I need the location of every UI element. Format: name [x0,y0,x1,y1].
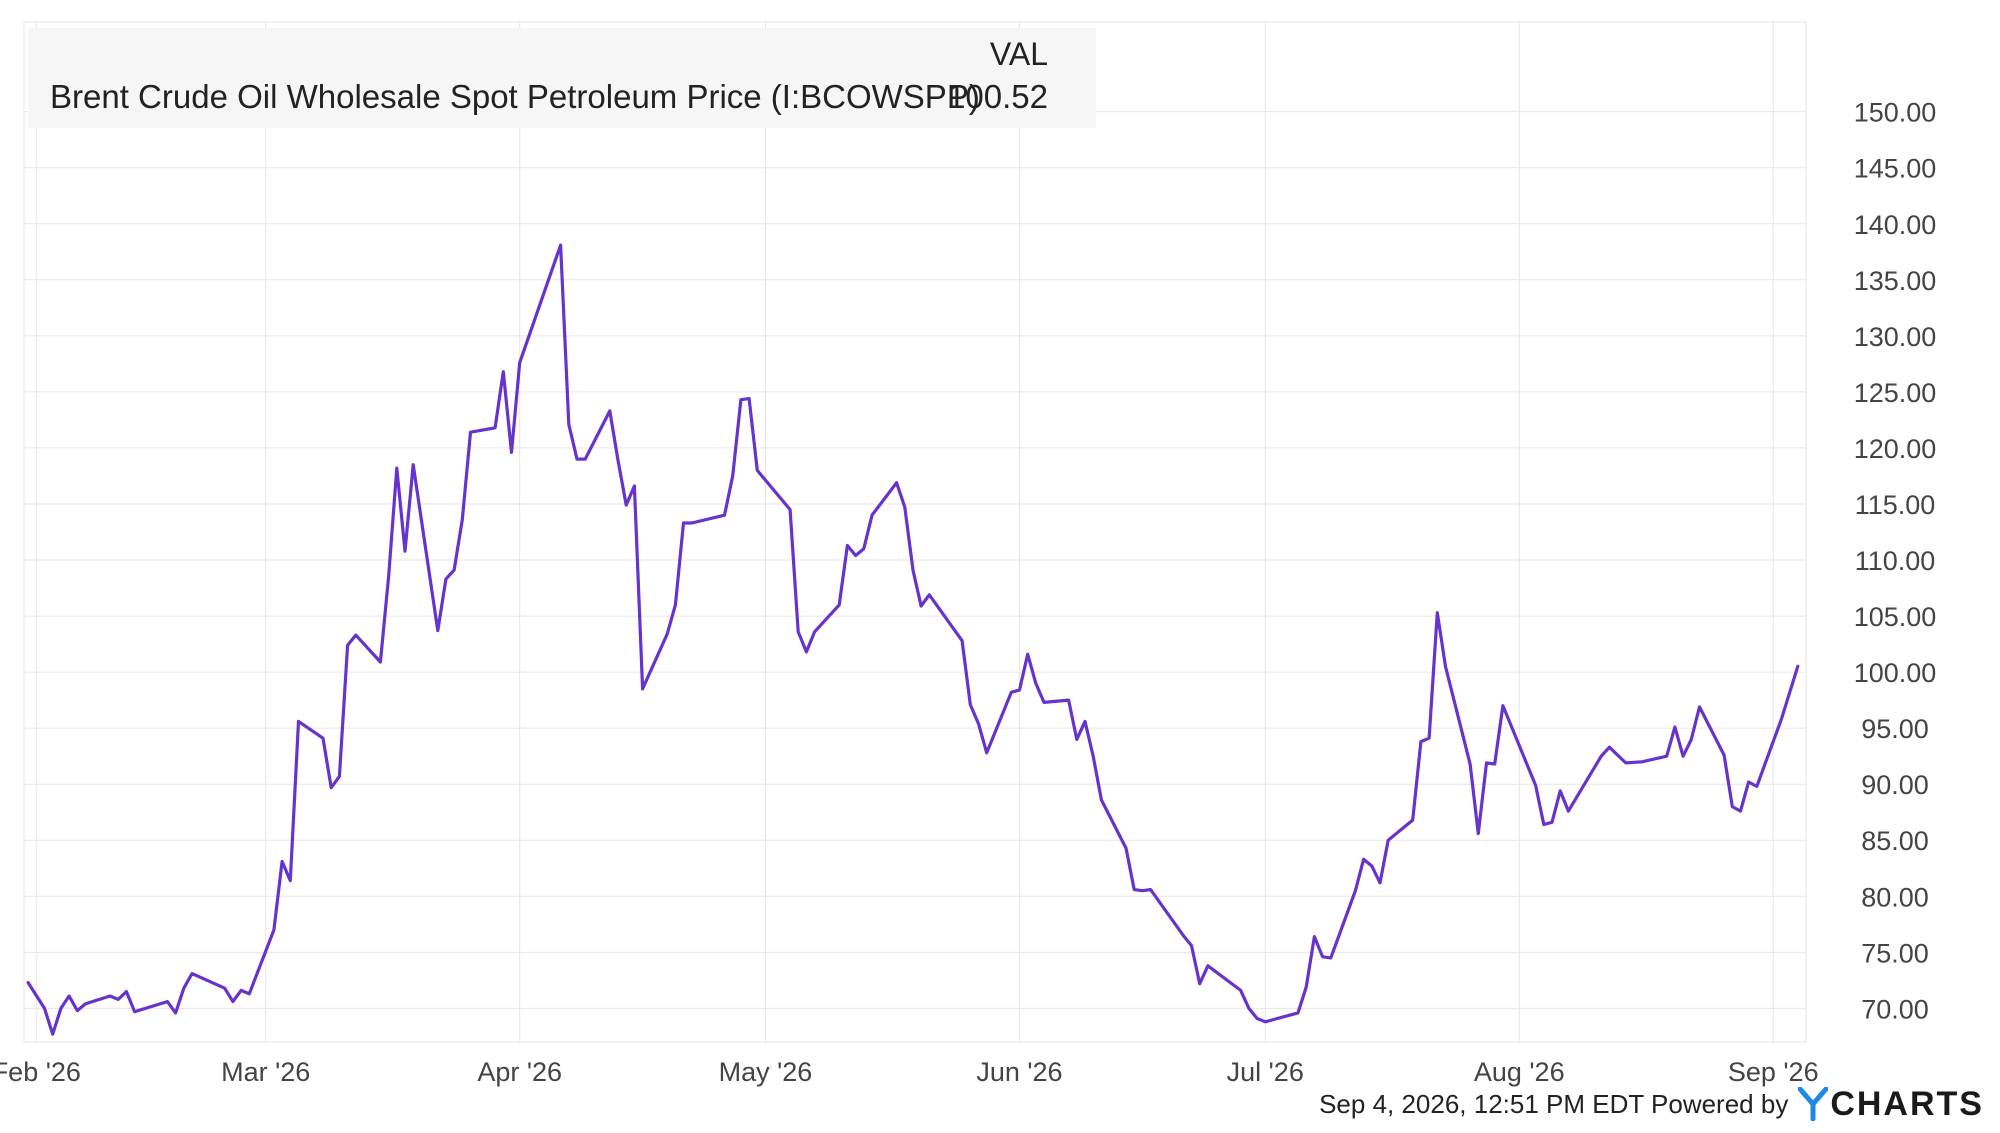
y-tick-label: 95.00 [1861,714,1929,744]
x-tick-label: May '26 [719,1057,813,1087]
y-tick-label: 130.00 [1854,322,1937,352]
x-tick-label: Aug '26 [1474,1057,1565,1087]
y-tick-label: 70.00 [1861,994,1929,1024]
y-tick-label: 100.00 [1854,658,1937,688]
y-tick-label: 120.00 [1854,434,1937,464]
x-tick-label: Mar '26 [221,1057,310,1087]
y-tick-label: 85.00 [1861,826,1929,856]
plot-area [23,21,1807,1043]
y-tick-label: 80.00 [1861,882,1929,912]
footer: Sep 4, 2026, 12:51 PM EDT Powered by CHA… [1319,1080,1984,1128]
legend-column-header: VAL [989,36,1048,72]
y-tick-label: 135.00 [1854,266,1937,296]
y-tick-label: 140.00 [1854,210,1937,240]
legend: VAL Brent Crude Oil Wholesale Spot Petro… [28,28,1096,128]
ycharts-y-icon [1798,1087,1829,1121]
x-tick-label: Feb '26 [0,1057,81,1087]
y-tick-label: 75.00 [1861,938,1929,968]
legend-series-value: 100.52 [947,78,1048,115]
x-tick-label: Apr '26 [477,1057,562,1087]
series-line [26,243,1800,1036]
legend-series-name: Brent Crude Oil Wholesale Spot Petroleum… [50,78,980,115]
y-tick-label: 145.00 [1854,154,1937,184]
vertical-gridlines [35,22,1774,1042]
y-tick-label: 110.00 [1855,546,1936,576]
y-axis-tick-labels: 70.00 75.00 80.00 85.00 90.00 95.00 100.00 105.… [1854,98,1937,1025]
y-tick-label: 150.00 [1854,98,1937,128]
x-tick-label: Jul '26 [1227,1057,1304,1087]
ycharts-brand-text: CHARTS [1830,1084,1984,1123]
y-tick-label: 105.00 [1854,602,1937,632]
x-axis-tick-labels: Feb '26 Mar '26 Apr '26 May '26 Jun '26 Jul '… [0,1057,1819,1087]
y-tick-label: 125.00 [1854,378,1937,408]
x-tick-label: Sep '26 [1728,1057,1819,1087]
series-lines [26,243,1800,1036]
x-tick-label: Jun '26 [976,1057,1062,1087]
ycharts-logo[interactable]: CHARTS [1798,1085,1984,1124]
footer-timestamp: Sep 4, 2026, 12:51 PM EDT Powered by [1319,1088,1789,1119]
y-tick-label: 90.00 [1861,770,1929,800]
y-tick-label: 115.00 [1855,490,1936,520]
